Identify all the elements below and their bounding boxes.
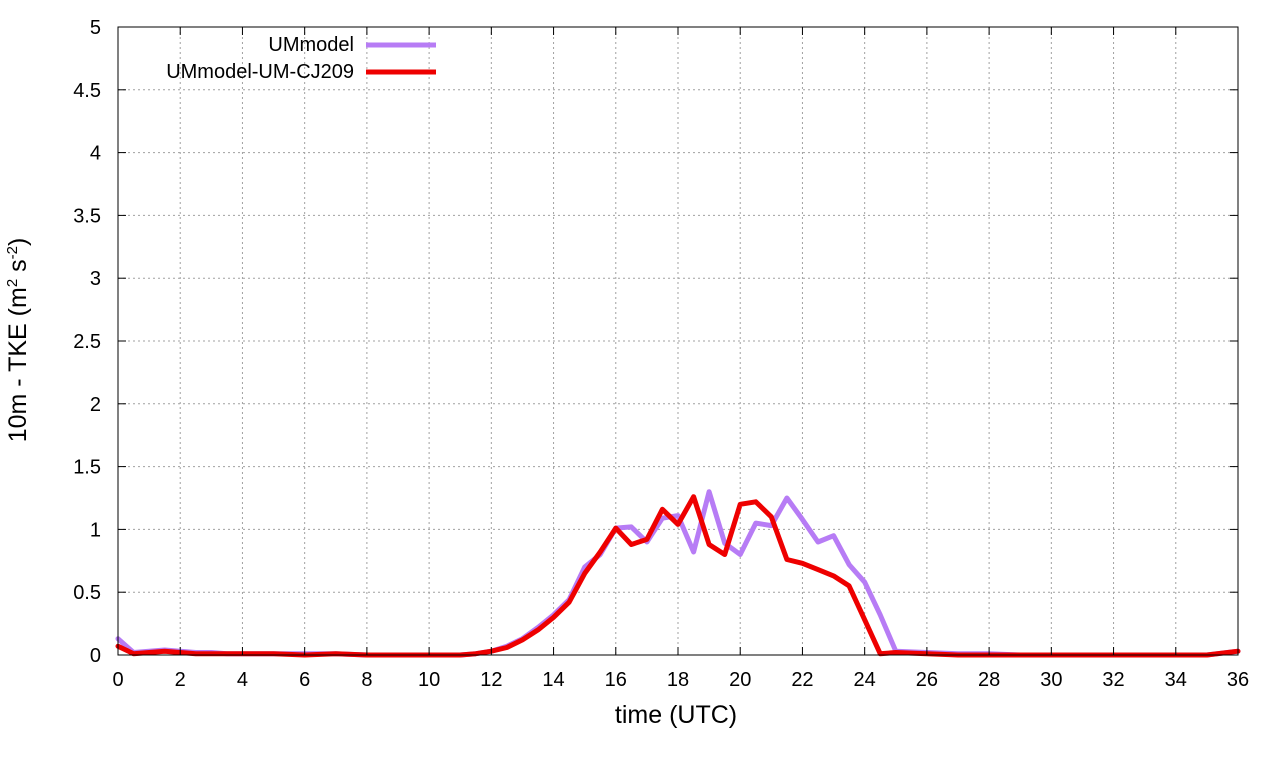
y-tick-label: 2.5 bbox=[73, 331, 101, 353]
axis-ticks bbox=[117, 26, 1239, 656]
x-axis-title: time (UTC) bbox=[615, 701, 737, 729]
y-tick-label: 4 bbox=[90, 143, 101, 165]
y-tick-label: 1.5 bbox=[73, 457, 101, 479]
x-tick-label: 32 bbox=[1102, 669, 1124, 691]
y-tick-label: 1 bbox=[90, 519, 101, 541]
series-line-ummodel-um-cj209 bbox=[115, 494, 1241, 658]
x-tick-label: 8 bbox=[361, 669, 372, 691]
x-tick-label: 20 bbox=[729, 669, 751, 691]
x-tick-label: 2 bbox=[175, 669, 186, 691]
legend-label-ummodel: UMmodel bbox=[268, 34, 354, 56]
y-axis-title: 10m - TKE (m2 s-2) bbox=[4, 238, 32, 443]
x-tick-label: 6 bbox=[299, 669, 310, 691]
y-axis-title-suffix: ) bbox=[4, 238, 32, 246]
x-tick-label: 22 bbox=[791, 669, 813, 691]
x-tick-label: 16 bbox=[605, 669, 627, 691]
x-tick-label: 0 bbox=[112, 669, 123, 691]
x-tick-label: 12 bbox=[480, 669, 502, 691]
y-tick-label: 0 bbox=[90, 645, 101, 667]
y-tick-label: 2 bbox=[90, 394, 101, 416]
x-tick-label: 24 bbox=[854, 669, 876, 691]
y-tick-label: 0.5 bbox=[73, 582, 101, 604]
x-tick-label: 26 bbox=[916, 669, 938, 691]
legend-label-ummodel-um-cj209: UMmodel-UM-CJ209 bbox=[166, 61, 354, 83]
y-tick-label: 3.5 bbox=[73, 205, 101, 227]
grid-lines bbox=[118, 27, 1238, 655]
x-tick-label: 18 bbox=[667, 669, 689, 691]
legend: UMmodel UMmodel-UM-CJ209 bbox=[166, 34, 436, 83]
x-tick-label: 14 bbox=[542, 669, 564, 691]
y-axis-title-exp1: 2 bbox=[4, 279, 21, 287]
x-tick-labels: 0 2 4 6 8 10 12 14 16 18 20 22 24 26 28 30 32 34 36 bbox=[112, 669, 1249, 691]
y-tick-labels: 0 0.5 1 1.5 2 2.5 3 3.5 4 4.5 5 bbox=[73, 17, 101, 667]
y-axis-title-exp2: -2 bbox=[4, 246, 21, 259]
x-tick-label: 4 bbox=[237, 669, 248, 691]
y-tick-label: 3 bbox=[90, 268, 101, 290]
y-axis-title-prefix: 10m - TKE (m bbox=[4, 287, 32, 442]
x-tick-label: 36 bbox=[1227, 669, 1249, 691]
x-tick-label: 30 bbox=[1040, 669, 1062, 691]
y-tick-label: 4.5 bbox=[73, 80, 101, 102]
x-tick-label: 28 bbox=[978, 669, 1000, 691]
y-axis-title-mid: s bbox=[4, 259, 32, 278]
x-tick-label: 34 bbox=[1165, 669, 1187, 691]
x-tick-label: 10 bbox=[418, 669, 440, 691]
y-tick-label: 5 bbox=[90, 17, 101, 39]
